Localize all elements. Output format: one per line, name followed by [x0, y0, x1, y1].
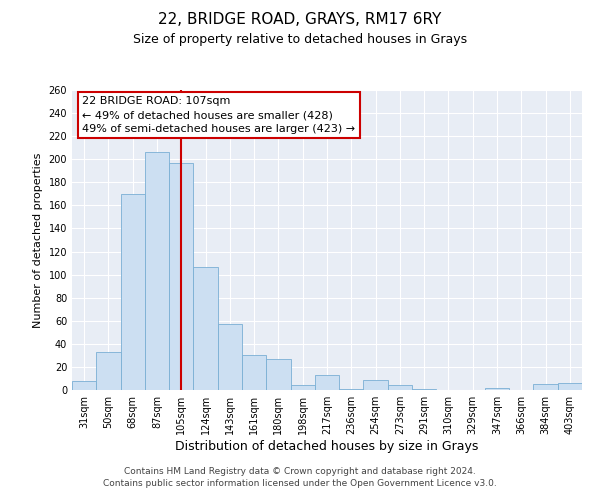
Bar	[485, 388, 509, 390]
Text: Contains HM Land Registry data © Crown copyright and database right 2024.
Contai: Contains HM Land Registry data © Crown c…	[103, 466, 497, 487]
Y-axis label: Number of detached properties: Number of detached properties	[33, 152, 43, 328]
Bar	[558, 383, 582, 390]
Bar	[364, 380, 388, 390]
Bar	[218, 324, 242, 390]
Bar	[169, 162, 193, 390]
Bar	[72, 381, 96, 390]
Text: 22, BRIDGE ROAD, GRAYS, RM17 6RY: 22, BRIDGE ROAD, GRAYS, RM17 6RY	[158, 12, 442, 28]
Text: 22 BRIDGE ROAD: 107sqm
← 49% of detached houses are smaller (428)
49% of semi-de: 22 BRIDGE ROAD: 107sqm ← 49% of detached…	[82, 96, 355, 134]
Bar	[315, 375, 339, 390]
Bar	[121, 194, 145, 390]
Bar	[96, 352, 121, 390]
Bar	[412, 389, 436, 390]
Bar	[145, 152, 169, 390]
Bar	[290, 386, 315, 390]
Bar	[266, 359, 290, 390]
Text: Size of property relative to detached houses in Grays: Size of property relative to detached ho…	[133, 32, 467, 46]
X-axis label: Distribution of detached houses by size in Grays: Distribution of detached houses by size …	[175, 440, 479, 453]
Bar	[242, 356, 266, 390]
Bar	[193, 266, 218, 390]
Bar	[339, 389, 364, 390]
Bar	[533, 384, 558, 390]
Bar	[388, 386, 412, 390]
